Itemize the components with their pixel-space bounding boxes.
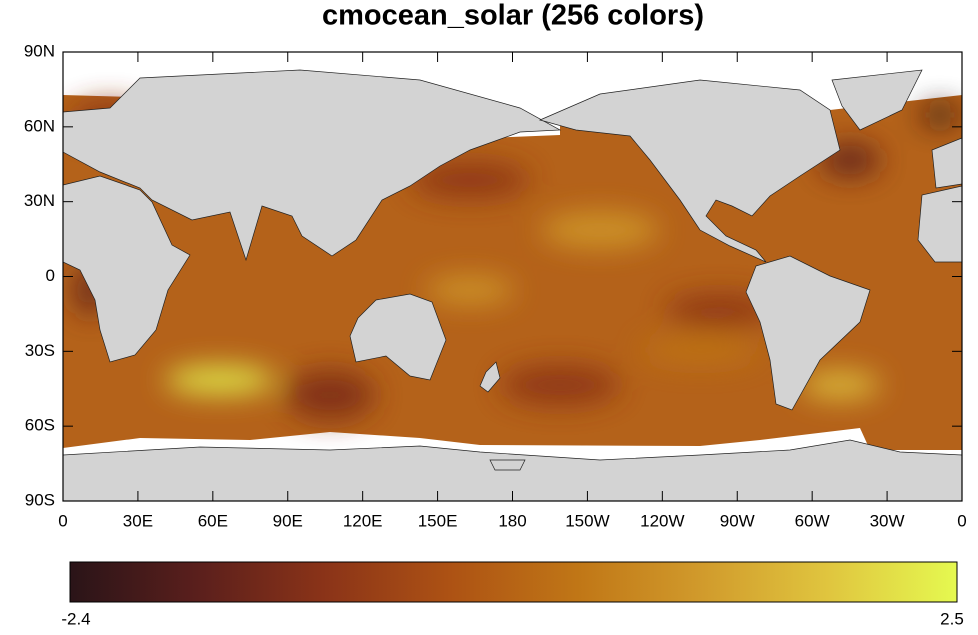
x-tick-label: 180 — [498, 511, 526, 530]
colorbar — [69, 561, 958, 603]
x-tick-label: 30E — [123, 511, 153, 530]
y-tick-label: 90N — [24, 41, 55, 60]
x-tick-label: 30W — [870, 511, 905, 530]
colorbar-min-label: -2.4 — [61, 609, 90, 628]
map-field — [63, 52, 962, 501]
x-tick-label: 120E — [343, 511, 383, 530]
y-tick-label: 0 — [46, 266, 55, 285]
x-tick-label: 90W — [720, 511, 755, 530]
x-tick-label: 0 — [957, 511, 966, 530]
y-tick-label: 60N — [24, 116, 55, 135]
map-title: cmocean_solar (256 colors) — [322, 0, 704, 32]
x-tick-label: 60E — [198, 511, 228, 530]
x-tick-label: 60W — [795, 511, 830, 530]
y-tick-label: 90S — [25, 490, 55, 509]
x-tick-label: 90E — [273, 511, 303, 530]
x-tick-label: 150W — [565, 511, 609, 530]
colorbar-max-label: 2.5 — [940, 609, 964, 628]
x-tick-label: 0 — [58, 511, 67, 530]
y-tick-label: 30S — [25, 341, 55, 360]
y-tick-label: 30N — [24, 191, 55, 210]
y-tick-label: 60S — [25, 416, 55, 435]
x-tick-label: 120W — [640, 511, 684, 530]
x-tick-label: 150E — [418, 511, 458, 530]
